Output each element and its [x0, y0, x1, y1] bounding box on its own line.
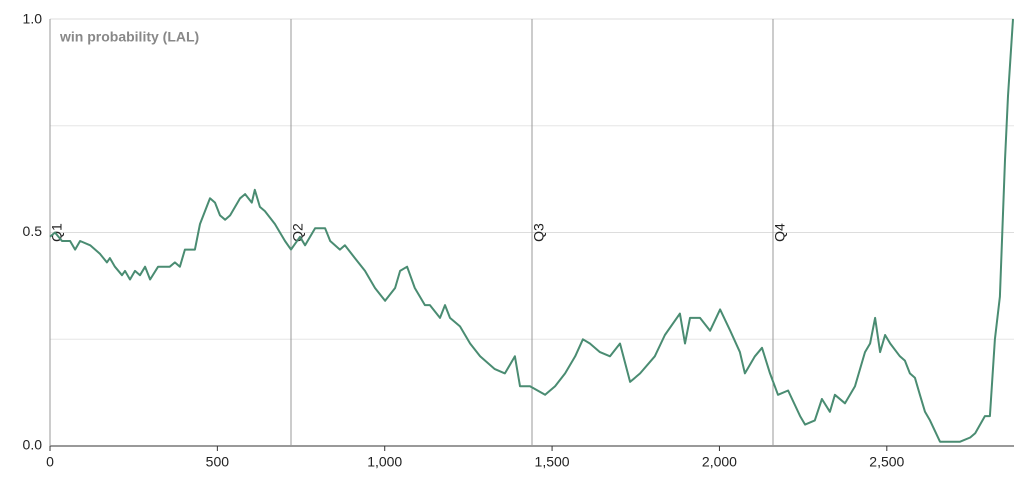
- y-tick-label: 0.5: [23, 223, 43, 239]
- y-tick-label: 0.0: [23, 437, 43, 453]
- x-tick-label: 2,500: [869, 454, 904, 470]
- y-tick-label: 1.0: [23, 11, 43, 27]
- x-tick-label: 1,000: [367, 454, 402, 470]
- x-tick-label: 0: [46, 454, 54, 470]
- win-prob-line: [49, 18, 1014, 443]
- axis-title: win probability (LAL): [59, 29, 199, 45]
- quarter-label: Q1: [49, 223, 65, 242]
- quarter-label: Q2: [290, 223, 306, 242]
- quarter-label: Q4: [772, 223, 788, 242]
- x-tick-label: 2,000: [702, 454, 737, 470]
- x-tick-label: 1,500: [535, 454, 570, 470]
- x-tick-label: 500: [206, 454, 230, 470]
- quarter-label: Q3: [531, 223, 547, 242]
